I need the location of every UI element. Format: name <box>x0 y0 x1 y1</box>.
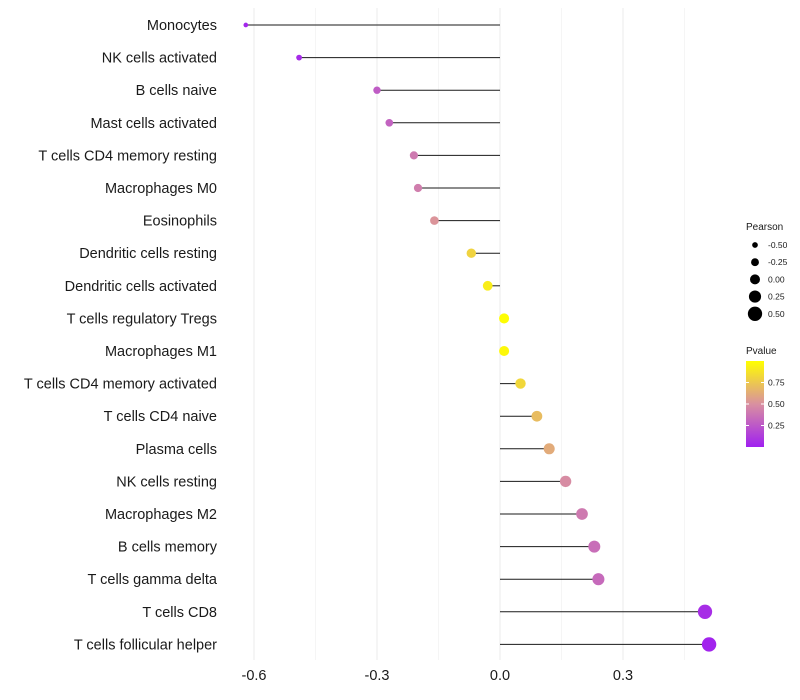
data-point <box>296 54 302 61</box>
category-label: Macrophages M0 <box>105 181 217 197</box>
category-label: T cells CD4 naive <box>104 409 217 425</box>
grid-lines <box>253 8 685 660</box>
data-point <box>413 183 423 193</box>
data-point <box>701 637 717 652</box>
category-label: B cells memory <box>118 540 218 556</box>
data-point <box>466 248 476 258</box>
pearson-legend-label: 0.25 <box>768 292 785 302</box>
category-label: T cells gamma delta <box>88 572 218 588</box>
pvalue-legend-title: Pvalue <box>746 346 777 357</box>
category-label: T cells regulatory Tregs <box>67 311 217 327</box>
data-point <box>373 86 381 94</box>
pearson-legend-title: Pearson <box>746 222 783 233</box>
pearson-legend-key <box>752 242 758 248</box>
lollipop-points <box>243 22 717 652</box>
data-point <box>576 508 588 520</box>
category-label: NK cells activated <box>102 51 217 67</box>
pearson-legend-key <box>750 274 760 285</box>
x-tick-label: -0.6 <box>242 668 267 684</box>
category-label: NK cells resting <box>116 474 217 490</box>
category-label: Monocytes <box>147 18 217 34</box>
data-point <box>559 475 572 488</box>
data-point <box>243 22 249 28</box>
category-label: Mast cells activated <box>90 116 217 132</box>
x-tick-label: 0.0 <box>490 668 510 684</box>
data-point <box>482 280 493 291</box>
data-point <box>697 604 713 619</box>
x-tick-label: -0.3 <box>365 668 390 684</box>
pearson-legend-label: -0.25 <box>768 257 788 267</box>
pvalue-legend-label: 0.50 <box>768 399 785 409</box>
category-label: Macrophages M2 <box>105 507 217 523</box>
category-label: T cells CD4 memory resting <box>38 148 217 164</box>
data-point <box>592 573 605 586</box>
category-label: Macrophages M1 <box>105 344 217 360</box>
data-point <box>385 118 394 127</box>
data-point <box>515 378 526 389</box>
data-point <box>531 410 543 422</box>
category-labels: Monocytes NK cells activated B cells naive… <box>24 18 218 653</box>
pvalue-legend-label: 0.75 <box>768 378 785 388</box>
category-label: T cells follicular helper <box>74 637 217 653</box>
category-label: T cells CD4 memory activated <box>24 377 217 393</box>
data-point <box>430 216 439 225</box>
pvalue-colorbar <box>746 361 764 447</box>
category-label: Plasma cells <box>136 442 217 458</box>
pearson-legend-key <box>747 306 763 321</box>
data-point <box>499 345 510 357</box>
category-label: B cells naive <box>136 83 217 99</box>
pearson-legend-label: 0.50 <box>768 309 785 319</box>
data-point <box>499 313 510 324</box>
pvalue-legend-label: 0.25 <box>768 421 785 431</box>
pearson-legend-key <box>751 258 759 267</box>
x-axis-ticks: -0.6 -0.3 0.0 0.3 <box>242 668 634 684</box>
data-point <box>588 540 601 553</box>
category-label: Dendritic cells activated <box>65 279 217 295</box>
pearson-legend-label: -0.50 <box>768 240 788 250</box>
category-label: T cells CD8 <box>142 605 217 621</box>
pearson-legend-label: 0.00 <box>768 274 785 284</box>
data-point <box>543 443 555 455</box>
data-point <box>409 151 418 160</box>
pearson-size-legend: Pearson -0.50 -0.25 0.00 0.25 0.50 <box>746 222 788 321</box>
lollipop-stems <box>245 24 710 645</box>
category-label: Eosinophils <box>143 214 217 230</box>
category-label: Dendritic cells resting <box>79 246 217 262</box>
pvalue-color-legend: Pvalue 0.25 0.50 0.75 <box>746 346 785 447</box>
pearson-legend-key <box>748 290 762 303</box>
x-tick-label: 0.3 <box>613 668 633 684</box>
